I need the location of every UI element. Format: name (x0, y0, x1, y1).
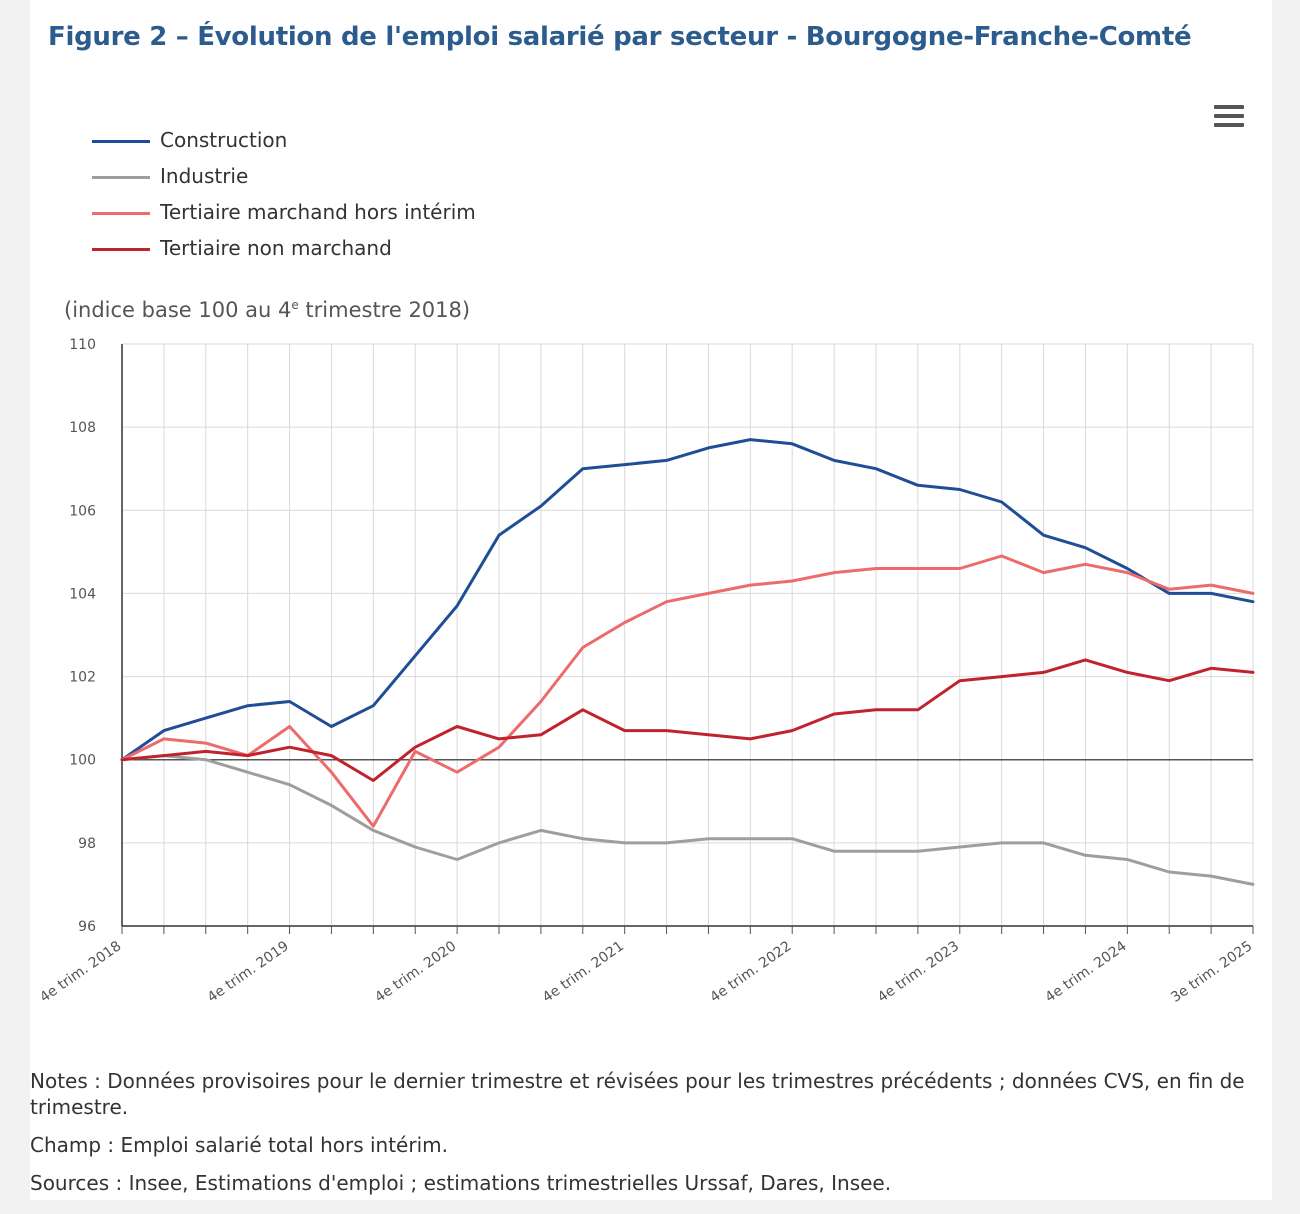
legend-swatch-construction (92, 140, 150, 143)
notes-text: Notes : Données provisoires pour le dern… (30, 1069, 1245, 1119)
figure-title: Figure 2 – Évolution de l'emploi salarié… (48, 22, 1192, 52)
y-tick-label: 98 (78, 836, 96, 852)
series-line-tertiaire-marchand-hors-int-rim (120, 554, 1255, 828)
y-tick-label: 102 (69, 670, 96, 686)
x-tick-label: 4e trim. 2020 (372, 938, 459, 1006)
y-axis-unit-note: (indice base 100 au 4e trimestre 2018) (64, 298, 471, 322)
notes-section: Notes : Données provisoires pour le dern… (30, 1068, 1262, 1208)
legend-label-tertiaire-marchand: Tertiaire marchand hors intérim (160, 200, 476, 224)
line-chart: 96 98 100 102 104 106 108 110 4e trim. 2018 4e tr… (37, 337, 1255, 1006)
chart-card (30, 0, 1272, 1200)
legend-label-industrie: Industrie (160, 164, 249, 188)
series-line-construction (120, 438, 1255, 762)
sources-text: Sources : Insee, Estimations d'emploi ; … (30, 1171, 892, 1195)
x-tick-label: 4e trim. 2019 (205, 938, 292, 1006)
legend-label-tertiaire-non-marchand: Tertiaire non marchand (160, 236, 392, 260)
y-tick-label: 110 (69, 337, 96, 353)
x-tick-label: 4e trim. 2018 (37, 938, 124, 1006)
legend-label-construction: Construction (160, 128, 288, 152)
x-tick-label: 3e trim. 2025 (1168, 938, 1255, 1006)
x-tick-label: 4e trim. 2022 (707, 938, 794, 1006)
legend-swatch-tertiaire-marchand (92, 212, 150, 215)
y-tick-label: 108 (69, 420, 96, 436)
y-tick-label: 104 (69, 586, 96, 602)
champ-text: Champ : Emploi salarié total hors intéri… (30, 1133, 448, 1157)
x-tick-label: 4e trim. 2021 (540, 938, 627, 1006)
x-tick-label: 4e trim. 2023 (875, 938, 962, 1006)
series-line-industrie (120, 754, 1255, 886)
legend-swatch-tertiaire-non-marchand (92, 248, 150, 251)
y-tick-label: 100 (69, 753, 96, 769)
hamburger-menu-icon[interactable] (1212, 104, 1246, 130)
y-tick-label: 96 (78, 919, 96, 935)
legend-swatch-industrie (92, 176, 150, 179)
x-tick-label: 4e trim. 2024 (1042, 938, 1129, 1006)
y-tick-label: 106 (69, 503, 96, 519)
series-line-tertiaire-non-marchand (120, 658, 1255, 782)
